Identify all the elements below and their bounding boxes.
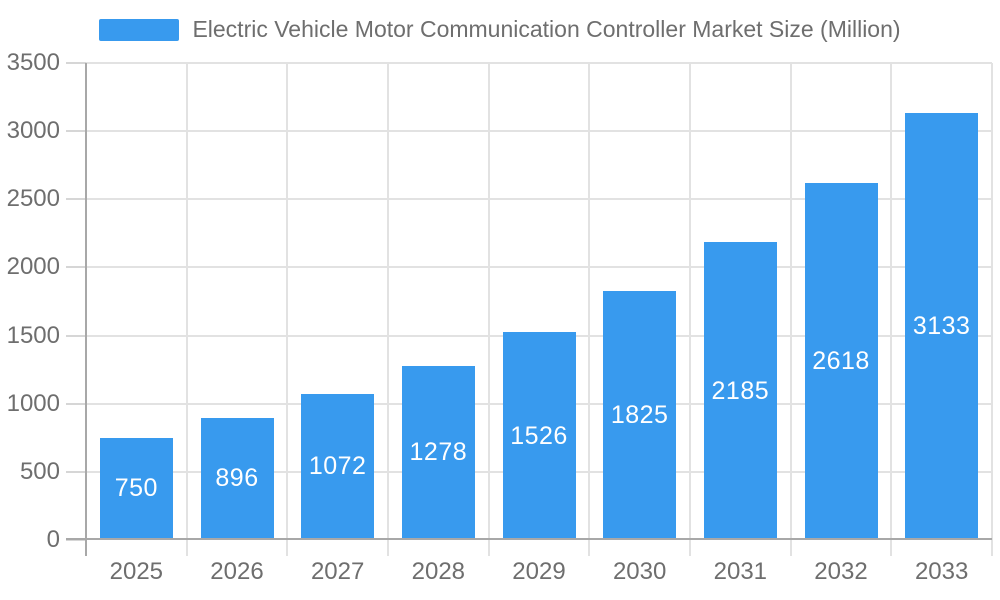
x-axis-line: [66, 538, 992, 540]
bar-value-label: 750: [114, 474, 158, 503]
v-gridline: [890, 63, 893, 556]
v-gridline: [387, 63, 389, 556]
x-axis-label: 2032: [814, 558, 868, 585]
x-axis-label: 2033: [914, 558, 969, 585]
v-gridline: [286, 63, 289, 556]
y-axis-label: 500: [19, 457, 60, 485]
y-axis-label: 2000: [6, 253, 60, 281]
bar-value-label: 3133: [912, 312, 971, 340]
bar-2026[interactable]: 896: [200, 417, 274, 540]
v-gridline: [789, 63, 792, 556]
y-axis-tick: [66, 130, 86, 133]
y-axis-tick: [66, 266, 86, 269]
x-axis-label: 2027: [310, 558, 365, 585]
bar-value-label: 1526: [510, 421, 568, 450]
bar-2027[interactable]: 1072: [301, 393, 375, 540]
v-gridline: [588, 63, 591, 556]
v-gridline: [487, 63, 490, 556]
y-axis-label: 3500: [6, 49, 60, 76]
bar-value-label: 1072: [308, 452, 367, 481]
legend-swatch-icon: [99, 18, 180, 41]
bar-value-label: 2618: [812, 347, 870, 376]
y-axis-tick: [66, 539, 86, 541]
bar-2028[interactable]: 1278: [401, 365, 475, 540]
bar-2033[interactable]: 3133: [905, 113, 979, 540]
h-gridline: [86, 198, 992, 201]
y-axis-label: 0: [46, 526, 60, 553]
y-axis-tick: [66, 402, 86, 405]
y-axis-line: [85, 63, 87, 556]
x-axis-label: 2025: [109, 558, 164, 585]
x-axis-label: 2026: [210, 558, 264, 585]
bar-value-label: 2185: [711, 376, 770, 405]
bar-value-label: 1825: [610, 401, 669, 430]
x-axis-label: 2030: [612, 558, 667, 585]
bar-value-label: 896: [215, 464, 259, 493]
bar-2031[interactable]: 2185: [703, 242, 777, 540]
y-axis-tick: [66, 470, 86, 473]
y-axis-tick: [66, 62, 86, 64]
y-axis-tick: [66, 198, 86, 201]
bar-value-label: 1278: [409, 438, 468, 467]
bar-2025[interactable]: 750: [99, 437, 173, 540]
legend-item[interactable]: Electric Vehicle Motor Communication Con…: [0, 16, 1000, 43]
legend-label: Electric Vehicle Motor Communication Con…: [192, 16, 901, 42]
y-axis-tick: [66, 334, 86, 337]
x-axis-label: 2029: [512, 558, 566, 585]
plot-area: 750 896 1072 1278 1526 1825 2185 2618 3133 0 500 1…: [7, 49, 993, 585]
bar-2030[interactable]: 1825: [603, 291, 677, 540]
v-gridline: [991, 63, 993, 556]
y-axis-label: 3000: [6, 117, 60, 145]
v-gridline: [185, 63, 188, 556]
bar-2032[interactable]: 2618: [804, 183, 878, 540]
x-axis-label: 2028: [411, 558, 466, 585]
h-gridline: [86, 62, 992, 64]
bar-2029[interactable]: 1526: [502, 332, 576, 540]
y-axis-label: 1500: [6, 321, 60, 349]
y-axis-label: 2500: [6, 185, 60, 213]
h-gridline: [86, 266, 992, 269]
v-gridline: [689, 63, 691, 556]
x-axis-label: 2031: [713, 558, 768, 585]
h-gridline: [86, 130, 992, 133]
y-axis-label: 1000: [6, 389, 60, 417]
x-axis-labels: 2025 2026 2027 2028 2029 2030 2031 2032 2033: [86, 558, 992, 588]
